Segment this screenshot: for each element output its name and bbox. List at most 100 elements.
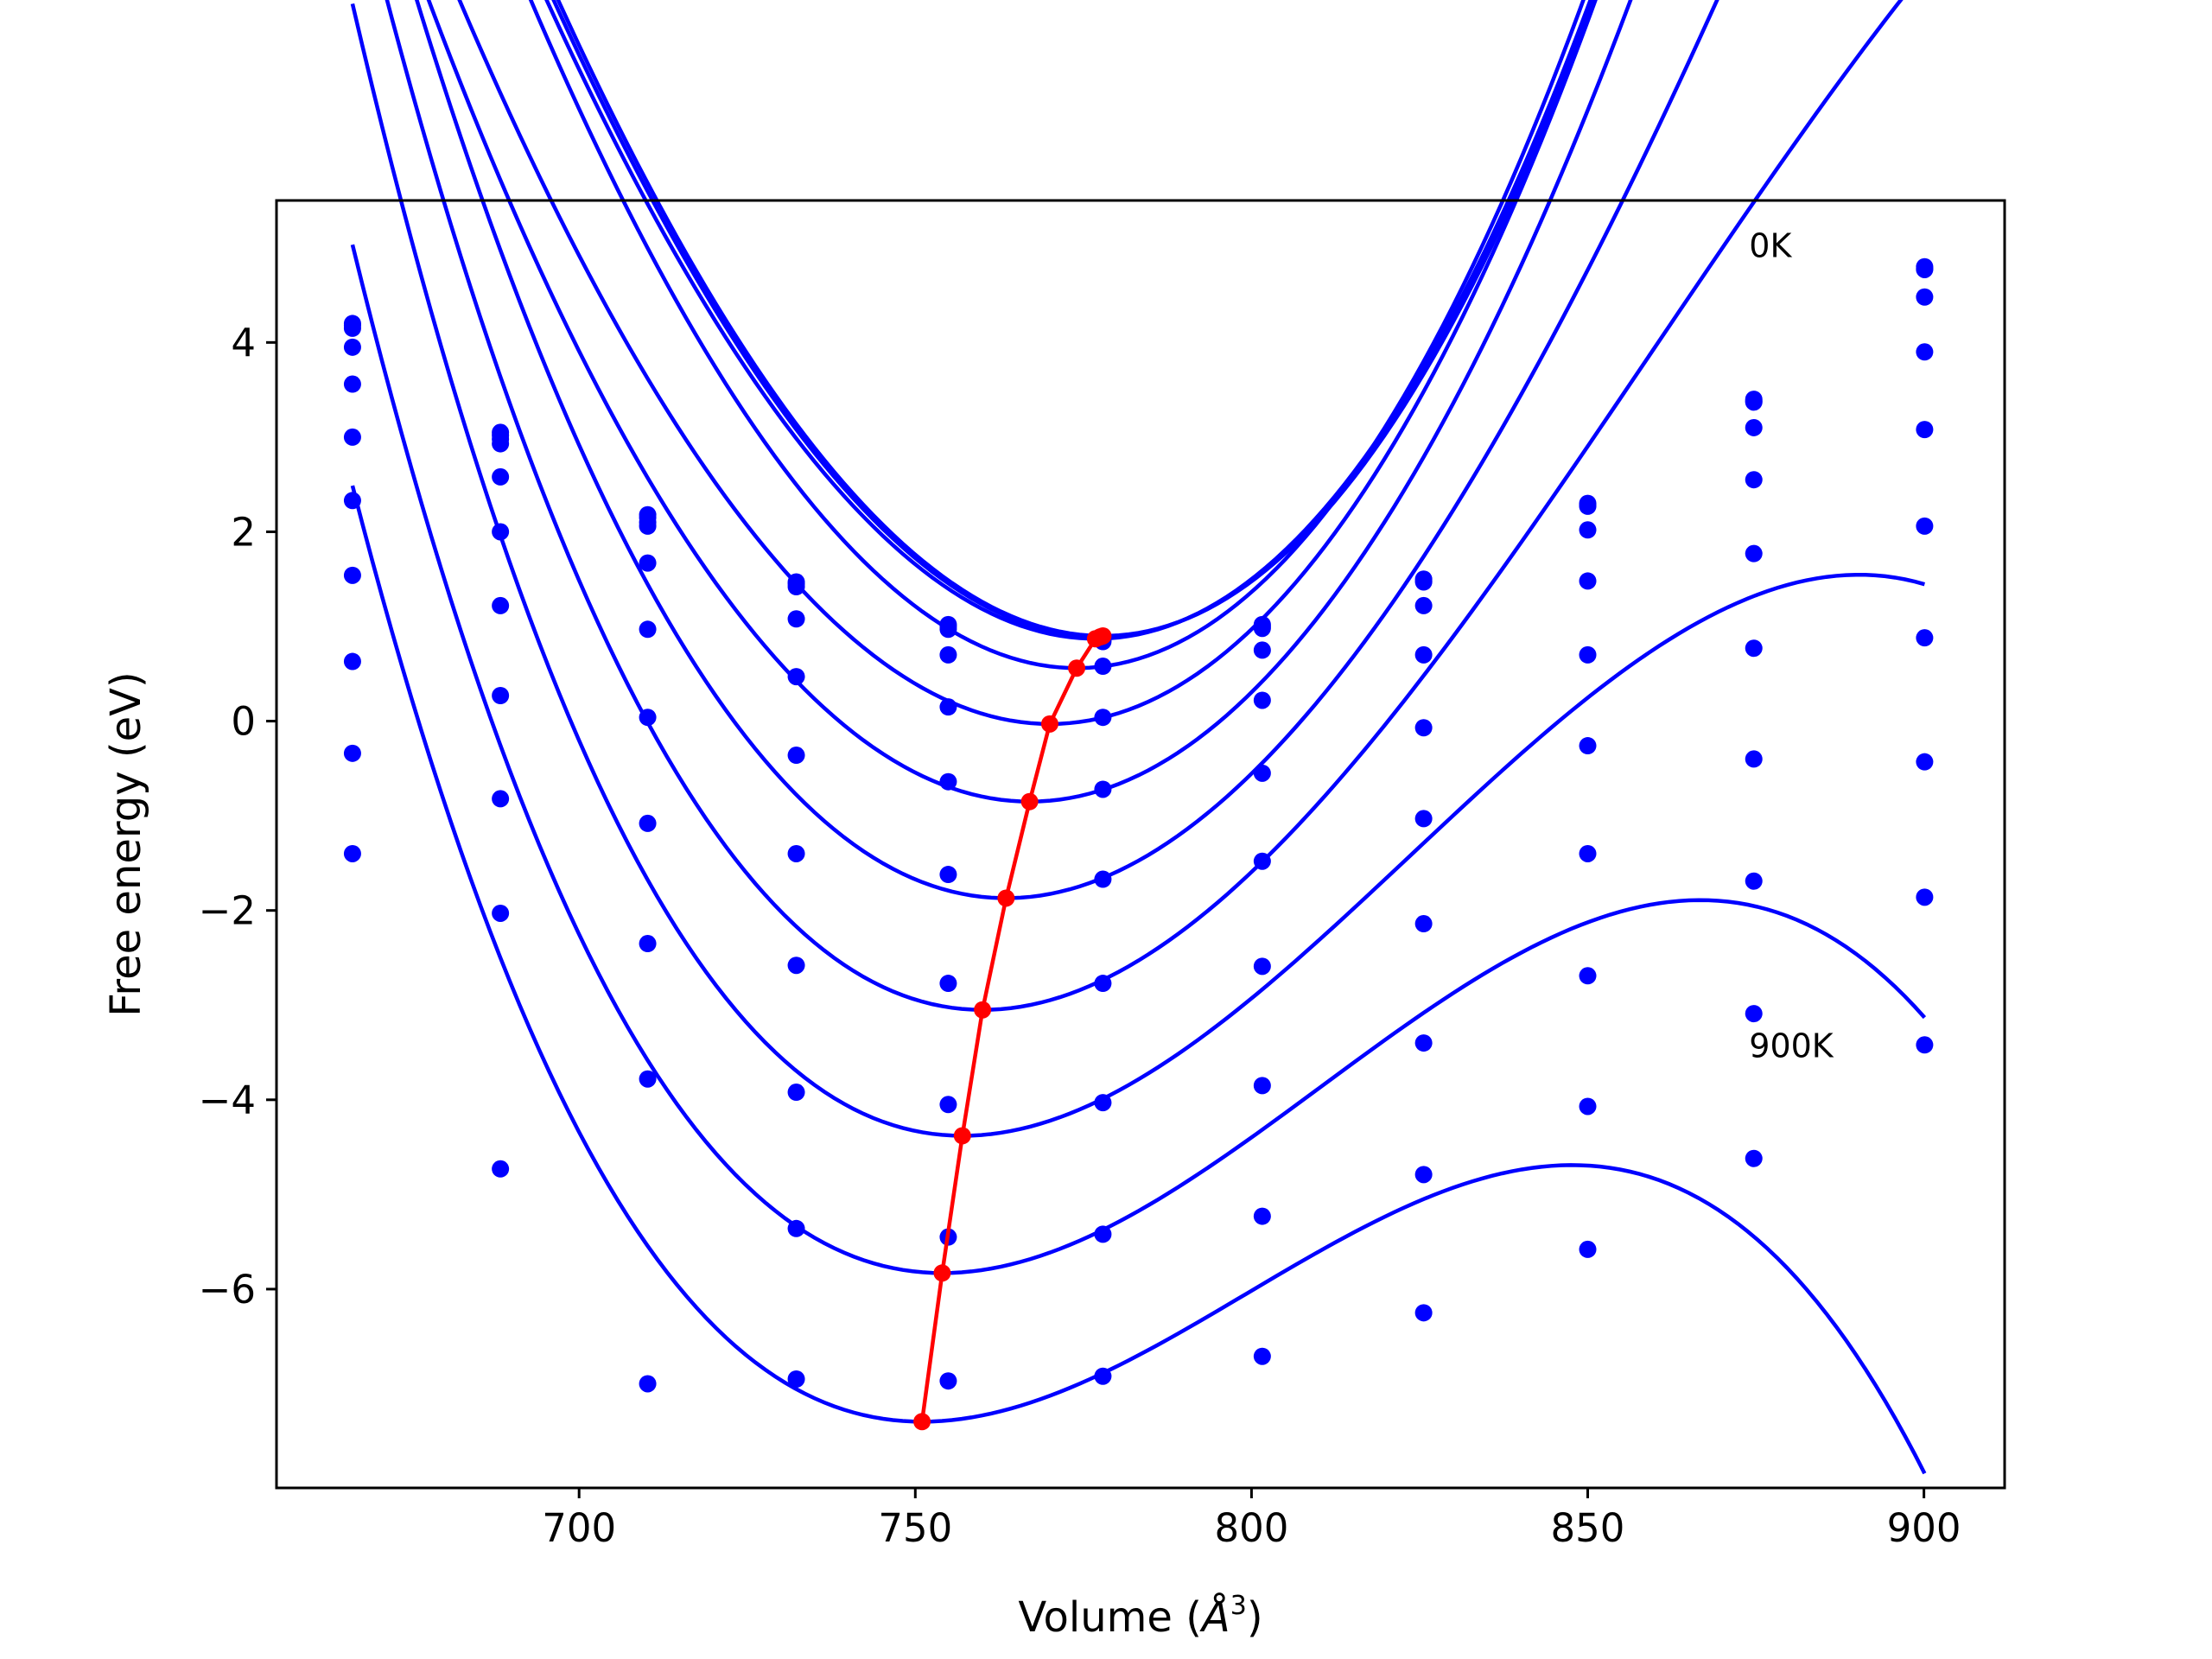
data-point-300K-7: [1414, 596, 1433, 614]
data-point-600K-3: [787, 844, 805, 862]
data-point-900K-7: [1414, 1166, 1433, 1184]
series-300K: [343, 0, 1934, 676]
data-point-200K-7: [1414, 573, 1433, 591]
fit-curve-300K: [528, 0, 1586, 671]
data-point-900K-3: [787, 1219, 805, 1237]
data-point-700K-7: [1414, 915, 1433, 933]
y-tick-label-4: 4: [231, 320, 256, 365]
data-point-600K-1: [492, 596, 510, 614]
y-tick-label--2: −2: [199, 888, 256, 934]
data-point-500K-5: [1094, 780, 1112, 798]
x-tick-label-750: 750: [878, 1505, 952, 1551]
data-point-700K-6: [1253, 957, 1271, 976]
x-tick-label-850: 850: [1551, 1505, 1625, 1551]
data-point-1000K-9: [1745, 1149, 1763, 1167]
data-point-600K-5: [1094, 870, 1112, 888]
data-point-900K-8: [1579, 1097, 1597, 1116]
data-point-200K-10: [1916, 260, 1934, 278]
data-point-400K-4: [939, 698, 957, 716]
data-point-400K-2: [639, 554, 657, 572]
data-point-800K-6: [1253, 1077, 1271, 1095]
data-point-700K-5: [1094, 975, 1112, 993]
data-point-300K-1: [492, 435, 510, 453]
series-600K: [343, 0, 1934, 900]
data-point-300K-5: [1094, 658, 1112, 676]
y-axis-label: Free energy (eV): [102, 671, 150, 1016]
data-point-400K-8: [1579, 572, 1597, 590]
data-point-200K-8: [1579, 497, 1597, 515]
y-tick-label-0: 0: [231, 699, 256, 745]
data-point-700K-2: [639, 814, 657, 832]
data-point-900K-10: [1916, 888, 1934, 906]
data-point-700K-4: [939, 975, 957, 993]
data-point-300K-6: [1253, 641, 1271, 659]
annotation-900K: 900K: [1749, 1027, 1834, 1065]
data-point-500K-8: [1579, 645, 1597, 664]
x-tick-label-900: 900: [1887, 1505, 1961, 1551]
minimum-point-5: [1020, 792, 1039, 810]
data-point-900K-1: [492, 904, 510, 922]
minimum-point-2: [953, 1127, 971, 1145]
x-tick-label-800: 800: [1214, 1505, 1288, 1551]
data-point-900K-0: [343, 744, 361, 762]
data-point-700K-8: [1579, 844, 1597, 862]
data-point-300K-3: [787, 610, 805, 628]
data-point-700K-10: [1916, 629, 1934, 647]
series-layer: [343, 0, 1934, 1475]
data-point-500K-4: [939, 772, 957, 791]
x-axis-label-exponent: 3: [1230, 1591, 1247, 1621]
data-point-400K-7: [1414, 645, 1433, 664]
data-point-700K-3: [787, 957, 805, 975]
data-point-400K-3: [787, 668, 805, 686]
annotation-0K: 0K: [1749, 227, 1792, 265]
fit-curve-700K: [385, 0, 1904, 1012]
data-point-600K-10: [1916, 517, 1934, 535]
minimum-point-6: [1040, 715, 1058, 733]
y-tick-label--6: −6: [199, 1267, 256, 1313]
data-point-500K-10: [1916, 421, 1934, 439]
data-point-1000K-3: [787, 1370, 805, 1389]
data-point-800K-8: [1579, 967, 1597, 985]
data-point-300K-9: [1745, 418, 1763, 436]
minimum-point-4: [997, 889, 1015, 907]
data-point-300K-2: [639, 517, 657, 535]
fit-curve-400K: [457, 0, 1598, 727]
y-tick-label-2: 2: [231, 509, 256, 555]
data-point-800K-4: [939, 1096, 957, 1114]
data-point-200K-0: [343, 319, 361, 337]
data-point-300K-0: [343, 338, 361, 356]
y-tick-label--4: −4: [199, 1077, 256, 1123]
minimum-point-3: [974, 1001, 992, 1019]
data-point-500K-7: [1414, 719, 1433, 737]
data-point-800K-2: [639, 935, 657, 953]
data-point-900K-9: [1745, 1005, 1763, 1023]
fit-curve-1000K: [350, 485, 1927, 1475]
data-point-800K-3: [787, 1084, 805, 1102]
data-point-400K-9: [1745, 471, 1763, 489]
fit-curve-900K: [350, 244, 1927, 1275]
fit-curve-800K: [350, 3, 1925, 1138]
data-point-500K-3: [787, 747, 805, 765]
data-point-1000K-8: [1579, 1240, 1597, 1258]
data-point-800K-0: [343, 652, 361, 671]
data-point-600K-7: [1414, 810, 1433, 828]
y-axis-ticks: −6 −4 −2 0 2 4: [199, 320, 276, 1313]
plot-frame: [275, 199, 2006, 1490]
data-point-500K-0: [343, 428, 361, 446]
series-200K: [343, 0, 1934, 651]
data-point-800K-10: [1916, 753, 1934, 771]
data-point-1000K-5: [1094, 1367, 1112, 1385]
data-point-500K-2: [639, 620, 657, 639]
minima-layer: [913, 626, 1112, 1431]
data-point-800K-9: [1745, 872, 1763, 890]
data-point-500K-9: [1745, 544, 1763, 563]
data-point-1000K-2: [639, 1375, 657, 1393]
data-point-800K-7: [1414, 1034, 1433, 1052]
data-point-1000K-1: [492, 1160, 510, 1178]
data-point-600K-8: [1579, 737, 1597, 755]
minimum-point-0: [913, 1413, 931, 1431]
data-point-900K-5: [1094, 1225, 1112, 1243]
data-point-300K-8: [1579, 521, 1597, 539]
data-point-400K-5: [1094, 709, 1112, 727]
